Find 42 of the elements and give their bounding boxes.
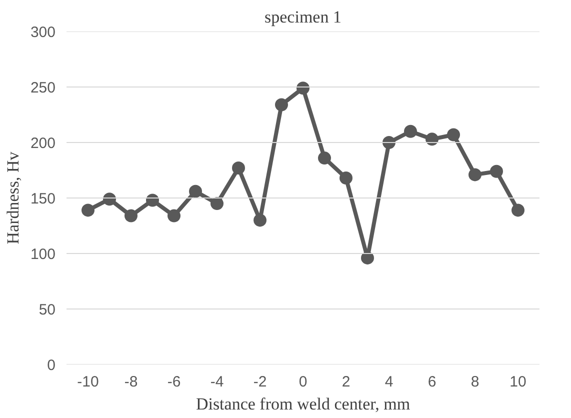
y-tick-label: 0 bbox=[47, 357, 56, 374]
y-tick-label: 200 bbox=[30, 135, 56, 152]
x-tick-label: 10 bbox=[510, 374, 526, 390]
y-axis-title: Hardness, Hv bbox=[3, 151, 22, 244]
x-tick-label: -8 bbox=[124, 374, 138, 390]
point bbox=[124, 209, 138, 222]
y-tick-label: 50 bbox=[38, 302, 56, 318]
x-axis-title: Distance from weld center, mm bbox=[196, 394, 410, 414]
point bbox=[490, 164, 503, 178]
point bbox=[404, 124, 417, 138]
point bbox=[512, 204, 524, 217]
point bbox=[254, 214, 266, 227]
y-tick-label: 250 bbox=[30, 80, 56, 96]
y-tick-label: 300 bbox=[30, 24, 56, 41]
x-tick-label: 6 bbox=[428, 374, 436, 390]
point bbox=[146, 194, 159, 207]
point bbox=[468, 168, 482, 182]
point bbox=[447, 128, 460, 142]
x-tick-label: -4 bbox=[210, 374, 224, 390]
x-tick-label: 4 bbox=[384, 374, 394, 390]
x-tick-label: 2 bbox=[342, 374, 350, 390]
x-tick-label: -6 bbox=[167, 374, 181, 390]
y-tick-label: 100 bbox=[30, 246, 56, 263]
x-tick-label: -2 bbox=[253, 374, 267, 390]
x-tick-label: -10 bbox=[77, 374, 99, 390]
chart-title: specimen 1 bbox=[264, 8, 342, 26]
point bbox=[232, 162, 245, 175]
point bbox=[168, 209, 180, 222]
point bbox=[296, 82, 310, 95]
point bbox=[426, 132, 438, 146]
point bbox=[210, 197, 224, 210]
point bbox=[361, 251, 374, 264]
y-tick-label: 150 bbox=[30, 190, 56, 208]
point bbox=[82, 204, 94, 217]
point bbox=[340, 172, 352, 185]
point bbox=[275, 98, 288, 112]
point bbox=[382, 136, 396, 149]
point bbox=[318, 152, 331, 165]
x-tick-label: 0 bbox=[298, 374, 308, 390]
point bbox=[189, 184, 202, 198]
point bbox=[103, 192, 116, 206]
x-tick-label: 8 bbox=[470, 374, 480, 390]
